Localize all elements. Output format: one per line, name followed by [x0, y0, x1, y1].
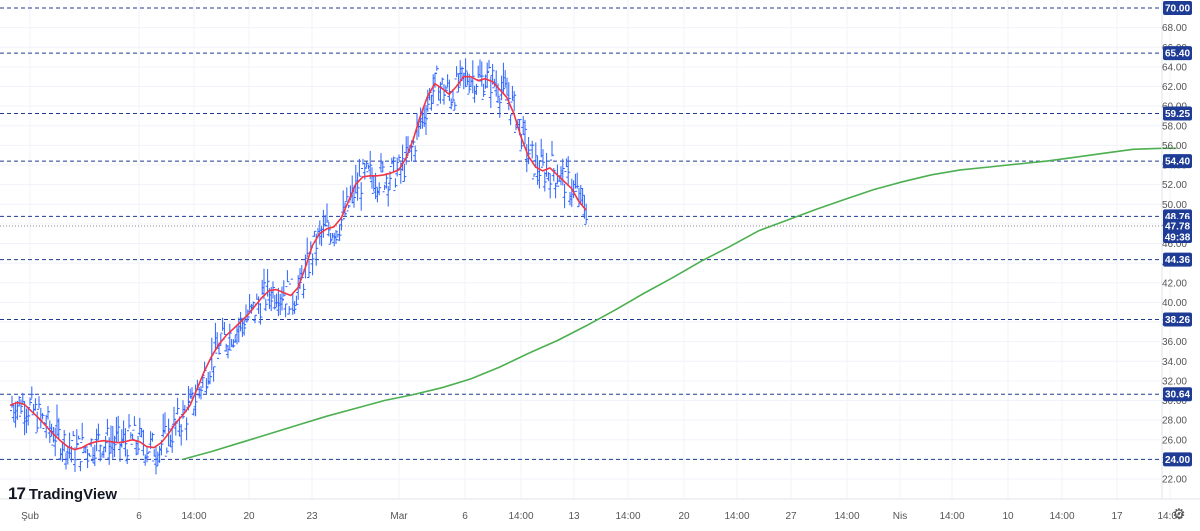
last-price-badge: 47.78	[1163, 219, 1192, 234]
x-tick-label: 6	[136, 511, 142, 522]
level-badge: 24.00	[1163, 452, 1192, 467]
x-tick-label: 23	[306, 511, 318, 522]
y-tick-label: 64.00	[1162, 62, 1187, 73]
y-tick-label: 30.00	[1162, 396, 1187, 407]
y-tick-label: 28.00	[1162, 416, 1187, 427]
x-tick-label: 6	[462, 511, 468, 522]
y-tick-label: 50.00	[1162, 200, 1187, 211]
level-badge-label: 54.40	[1165, 157, 1190, 168]
price-badges: 70.00 65.40 59.25 54.40 48.76 44.36 38.26 30.64…	[1163, 1, 1192, 467]
x-tick-label: Nis	[893, 511, 907, 522]
x-tick-label: 27	[785, 511, 797, 522]
level-badge: 59.25	[1163, 106, 1192, 121]
x-tick-label: 14:00	[834, 511, 859, 522]
level-badge-label: 38.26	[1165, 315, 1190, 326]
grid-layer	[0, 0, 1171, 499]
indicator-lines	[9, 75, 1177, 461]
gear-icon[interactable]: ⚙	[1172, 505, 1186, 523]
y-tick-label: 32.00	[1162, 376, 1187, 387]
level-badge-bg	[1163, 154, 1192, 169]
level-badge-bg	[1163, 1, 1192, 15]
level-badge-label: 70.00	[1165, 4, 1190, 15]
x-tick-label: Şub	[21, 511, 39, 522]
logo-mark-icon: 17	[8, 484, 26, 503]
y-tick-label: 56.00	[1162, 141, 1187, 152]
level-badge: 54.40	[1163, 154, 1192, 169]
price-bars	[10, 58, 589, 475]
y-tick-label: 34.00	[1162, 357, 1187, 368]
level-badge-label: 65.40	[1165, 49, 1190, 60]
time-axis[interactable]: Şub 6 14:00 20 23 Mar 6 14:00 13 14:00 20 14:00 27 14…	[0, 498, 1200, 522]
x-tick-label: 20	[243, 511, 255, 522]
countdown-badge: 49:38	[1163, 231, 1192, 244]
x-tick-label: 14:00	[181, 511, 206, 522]
level-badge-bg	[1163, 387, 1192, 402]
level-badge-label: 48.76	[1165, 212, 1190, 223]
countdown-badge-bg	[1163, 231, 1192, 244]
last-price-badge-bg	[1163, 219, 1192, 234]
x-tick-label: 14:00	[724, 511, 749, 522]
x-tick-label: 17	[1111, 511, 1123, 522]
y-tick-label: 62.00	[1162, 82, 1187, 93]
slow-moving-average-line	[182, 147, 1177, 461]
x-tick-label: 14:00	[615, 511, 640, 522]
x-tick-label: 14:00	[508, 511, 533, 522]
level-badge-bg	[1163, 46, 1192, 61]
x-tick-label: 14:00	[1157, 511, 1182, 522]
level-badge-bg	[1163, 312, 1192, 327]
y-tick-label: 22.00	[1162, 475, 1187, 486]
countdown-badge-label: 49:38	[1165, 233, 1191, 244]
level-badge-label: 24.00	[1165, 455, 1190, 466]
x-tick-label: 20	[678, 511, 690, 522]
y-tick-label: 40.00	[1162, 298, 1187, 309]
logo-text: TradingView	[28, 485, 118, 503]
level-badge: 65.40	[1163, 46, 1192, 61]
level-badge-bg	[1163, 452, 1192, 467]
level-badge: 70.00	[1163, 1, 1192, 15]
level-badge-label: 59.25	[1165, 109, 1190, 120]
y-tick-label: 52.00	[1162, 180, 1187, 191]
y-tick-label: 26.00	[1162, 435, 1187, 446]
y-tick-label: 36.00	[1162, 337, 1187, 348]
x-tick-label: 14:00	[1049, 511, 1074, 522]
level-badge: 38.26	[1163, 312, 1192, 327]
level-badge-bg	[1163, 106, 1192, 121]
x-tick-label: Mar	[390, 511, 408, 522]
level-badge-label: 44.36	[1165, 255, 1190, 266]
level-layer	[0, 7, 1162, 460]
level-badge-label: 30.64	[1165, 390, 1190, 401]
y-tick-label: 68.00	[1162, 23, 1187, 34]
fast-moving-average-line	[9, 75, 587, 451]
y-tick-label: 58.00	[1162, 121, 1187, 132]
level-badge-bg	[1163, 252, 1192, 267]
level-badge: 44.36	[1163, 252, 1192, 267]
y-tick-label: 46.00	[1162, 239, 1187, 250]
x-tick-label: 13	[568, 511, 580, 522]
last-price-badge-label: 47.78	[1165, 222, 1190, 233]
tradingview-logo[interactable]: 17 TradingView	[8, 484, 117, 504]
x-tick-label: 10	[1002, 511, 1014, 522]
y-tick-label: 42.00	[1162, 278, 1187, 289]
x-tick-label: 14:00	[939, 511, 964, 522]
level-badge: 30.64	[1163, 387, 1192, 402]
